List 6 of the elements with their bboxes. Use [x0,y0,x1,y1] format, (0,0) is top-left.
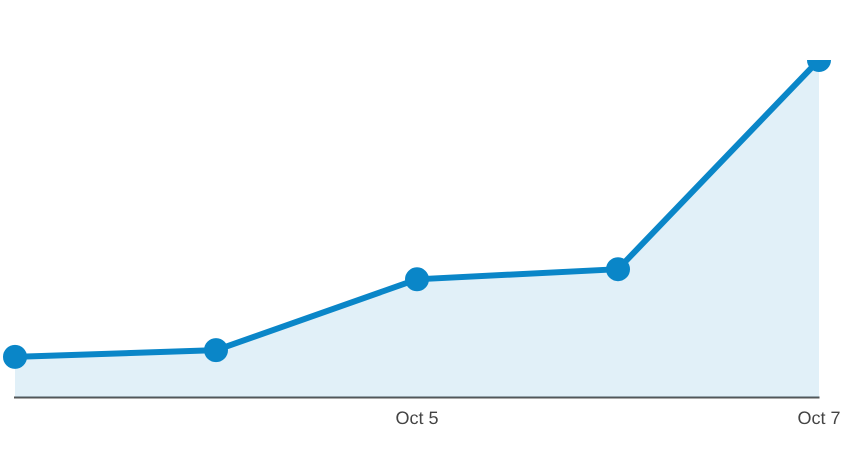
point [405,267,429,292]
x-tick-label: Oct 7 [797,408,841,428]
point [204,338,228,362]
point [606,257,630,282]
x-tick-label: Oct 5 [395,408,439,428]
point [3,344,27,369]
